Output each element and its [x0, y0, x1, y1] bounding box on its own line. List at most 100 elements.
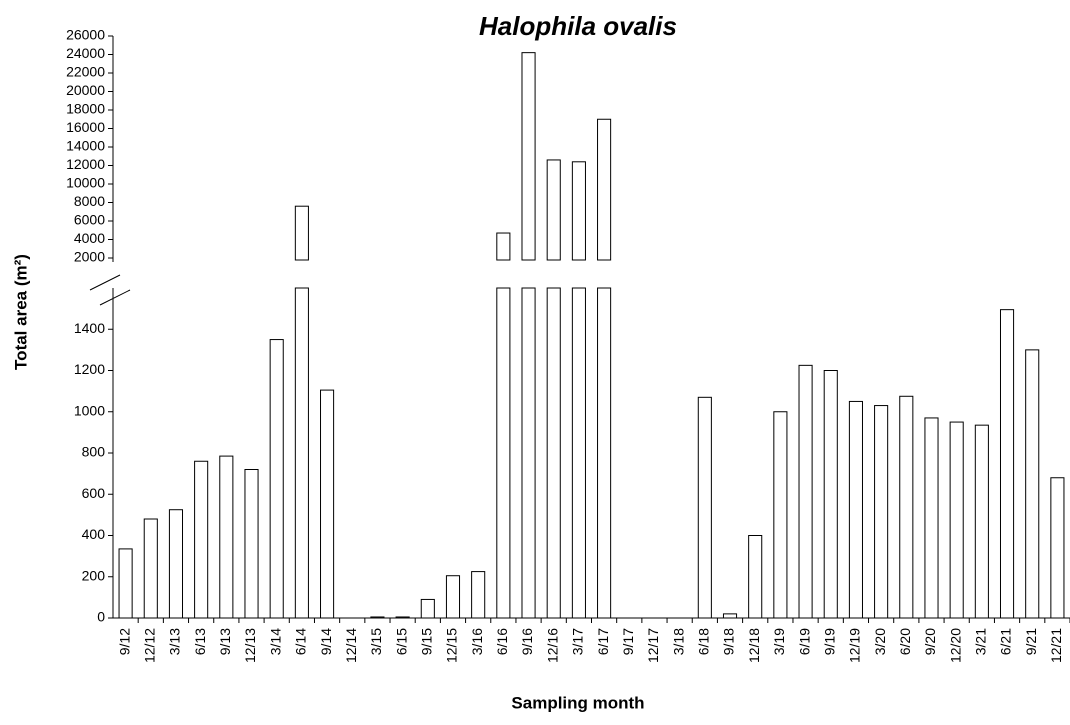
- bar: [823, 370, 838, 619]
- bar: [168, 509, 184, 619]
- x-tick-label: 9/14: [318, 628, 334, 655]
- y-tick-label: 24000: [66, 45, 105, 61]
- bar: [143, 518, 158, 619]
- y-tick-label: 16000: [66, 119, 105, 135]
- y-tick-label: 2000: [74, 249, 105, 265]
- bar: [773, 411, 788, 619]
- x-tick-label: 9/15: [419, 628, 435, 655]
- bar: [395, 616, 410, 619]
- x-tick-label: 3/21: [973, 628, 989, 655]
- x-axis-label: Sampling month: [511, 693, 644, 712]
- bar: [420, 598, 435, 619]
- x-tick-label: 12/14: [343, 628, 359, 663]
- x-tick-label: 12/12: [141, 628, 157, 663]
- x-tick-label: 9/21: [1023, 628, 1039, 655]
- bar-upper: [521, 52, 536, 261]
- bar: [546, 287, 561, 619]
- x-tick-label: 3/14: [267, 628, 283, 655]
- bar: [269, 339, 284, 619]
- x-tick-label: 6/20: [897, 628, 913, 655]
- x-tick-label: 6/15: [393, 628, 409, 655]
- x-tick-label: 3/17: [570, 628, 586, 655]
- bar: [924, 417, 939, 619]
- x-tick-label: 6/13: [192, 628, 208, 655]
- bar: [244, 469, 259, 619]
- bar: [874, 405, 889, 619]
- x-tick-label: 6/19: [796, 628, 812, 655]
- y-tick-label: 800: [82, 444, 106, 460]
- y-tick-label: 14000: [66, 138, 105, 154]
- y-tick-label: 1200: [74, 361, 105, 377]
- bar: [748, 535, 763, 619]
- bar: [320, 389, 335, 619]
- bar-upper: [496, 232, 511, 261]
- x-tick-label: 12/20: [947, 628, 963, 663]
- bar: [974, 424, 989, 619]
- y-tick-label: 12000: [66, 156, 105, 172]
- x-tick-label: 9/12: [116, 628, 132, 655]
- x-tick-label: 3/19: [771, 628, 787, 655]
- y-tick-label: 22000: [66, 64, 105, 80]
- y-tick-label: 0: [97, 609, 105, 625]
- bar: [899, 395, 914, 619]
- bar: [571, 287, 586, 619]
- x-tick-label: 9/19: [821, 628, 837, 655]
- x-tick-label: 6/21: [998, 628, 1014, 655]
- bar: [118, 548, 133, 619]
- axis-break: [89, 274, 121, 291]
- bar: [597, 287, 612, 619]
- x-tick-label: 12/17: [645, 628, 661, 663]
- bar: [219, 455, 234, 619]
- y-tick-label: 1000: [74, 402, 105, 418]
- y-tick-label: 20000: [66, 82, 105, 98]
- bar: [471, 571, 486, 619]
- bar-upper: [294, 205, 309, 261]
- x-tick-label: 9/17: [620, 628, 636, 655]
- x-tick-label: 9/16: [519, 628, 535, 655]
- x-tick-label: 6/17: [595, 628, 611, 655]
- bar: [194, 460, 209, 619]
- bar: [798, 364, 813, 619]
- x-tick-label: 9/13: [217, 628, 233, 655]
- bar: [496, 287, 511, 619]
- x-tick-label: 3/16: [469, 628, 485, 655]
- x-tick-label: 12/16: [544, 628, 560, 663]
- bar: [294, 287, 309, 619]
- x-tick-label: 9/18: [721, 628, 737, 655]
- bar: [722, 613, 738, 619]
- y-tick-label: 400: [82, 526, 106, 542]
- chart-title: Halophila ovalis: [479, 11, 677, 41]
- bar: [999, 309, 1015, 619]
- bar: [848, 400, 863, 619]
- x-tick-label: 12/13: [242, 628, 258, 663]
- y-axis-label: Total area (m²): [11, 254, 30, 370]
- x-tick-label: 3/13: [167, 628, 183, 655]
- y-tick-label: 26000: [66, 27, 105, 43]
- y-tick-label: 600: [82, 485, 106, 501]
- y-tick-label: 1400: [74, 320, 105, 336]
- y-tick-label: 200: [82, 567, 106, 583]
- bar: [949, 421, 964, 619]
- x-tick-label: 3/18: [670, 628, 686, 655]
- x-tick-label: 6/14: [293, 628, 309, 655]
- x-tick-label: 12/19: [847, 628, 863, 663]
- bar: [697, 396, 712, 619]
- x-tick-label: 12/21: [1048, 628, 1064, 663]
- y-tick-label: 8000: [74, 193, 105, 209]
- bar: [1025, 349, 1040, 619]
- x-tick-label: 12/15: [444, 628, 460, 663]
- bar-upper: [597, 118, 612, 261]
- bar-upper: [571, 161, 586, 261]
- bar-upper: [546, 159, 561, 261]
- y-tick-label: 18000: [66, 101, 105, 117]
- bar: [1050, 477, 1065, 619]
- y-tick-label: 6000: [74, 212, 105, 228]
- x-tick-label: 9/20: [922, 628, 938, 655]
- bar: [521, 287, 536, 619]
- bar: [370, 616, 385, 619]
- bar: [445, 575, 461, 619]
- y-tick-label: 10000: [66, 175, 105, 191]
- x-tick-label: 6/18: [696, 628, 712, 655]
- y-tick-label: 4000: [74, 230, 105, 246]
